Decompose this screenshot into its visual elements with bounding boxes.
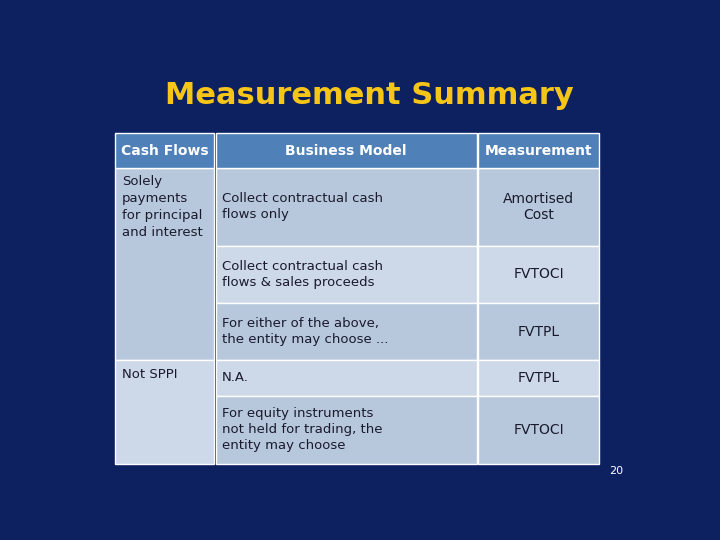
Text: Measurement: Measurement — [485, 144, 593, 158]
Text: Business Model: Business Model — [285, 144, 407, 158]
Text: For either of the above,
the entity may choose ...: For either of the above, the entity may … — [222, 317, 389, 346]
Bar — [478, 168, 600, 246]
Text: Measurement Summary: Measurement Summary — [165, 82, 573, 111]
Bar — [478, 360, 600, 395]
Text: Amortised
Cost: Amortised Cost — [503, 192, 574, 222]
Text: Collect contractual cash
flows & sales proceeds: Collect contractual cash flows & sales p… — [222, 260, 383, 289]
Bar — [115, 360, 215, 464]
Text: FVTOCI: FVTOCI — [513, 423, 564, 437]
Bar — [215, 168, 477, 246]
Text: Collect contractual cash
flows only: Collect contractual cash flows only — [222, 192, 383, 221]
Text: For equity instruments
not held for trading, the
entity may choose: For equity instruments not held for trad… — [222, 407, 383, 452]
Bar — [115, 133, 215, 168]
Bar — [215, 246, 477, 303]
Text: FVTPL: FVTPL — [518, 325, 559, 339]
Bar — [478, 246, 600, 303]
Bar — [215, 395, 477, 464]
Text: Cash Flows: Cash Flows — [121, 144, 209, 158]
Bar — [215, 133, 477, 168]
Bar — [215, 303, 477, 360]
Bar — [478, 133, 600, 168]
Text: N.A.: N.A. — [222, 372, 249, 384]
Bar — [215, 360, 477, 395]
Bar — [478, 303, 600, 360]
Text: FVTOCI: FVTOCI — [513, 267, 564, 281]
Bar — [115, 168, 215, 360]
Text: Solely
payments
for principal
and interest: Solely payments for principal and intere… — [122, 176, 202, 239]
Text: FVTPL: FVTPL — [518, 371, 559, 385]
Text: 20: 20 — [609, 465, 623, 476]
Bar — [478, 395, 600, 464]
Text: Not SPPI: Not SPPI — [122, 368, 177, 381]
